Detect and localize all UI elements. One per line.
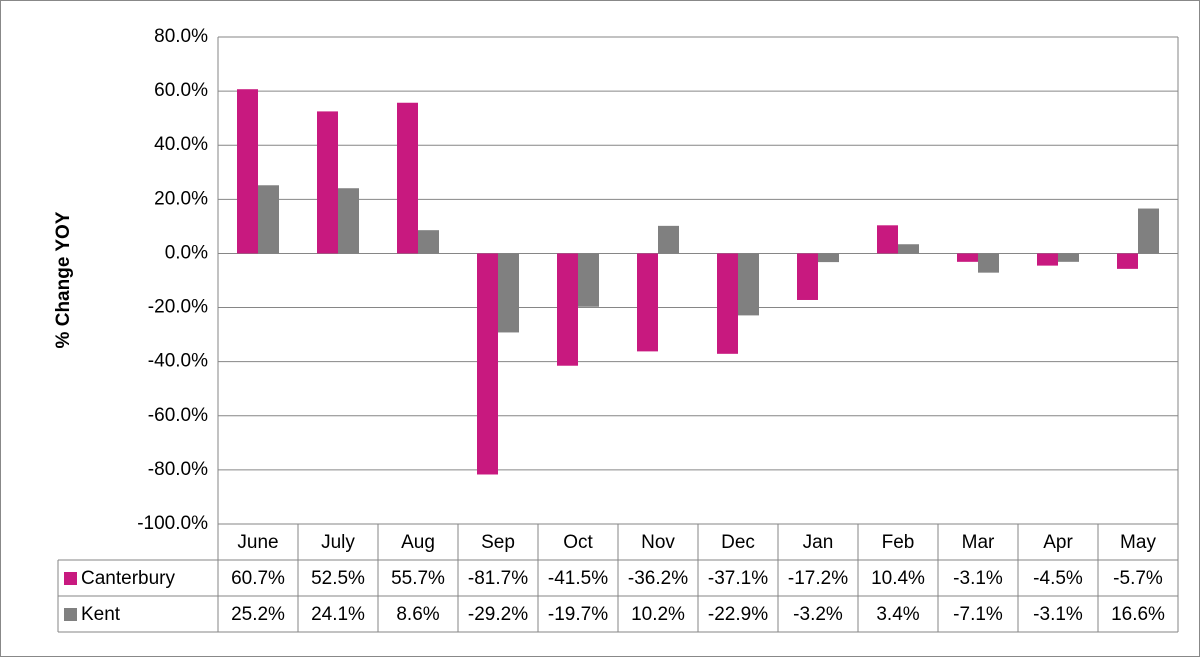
- data-label: -7.1%: [953, 604, 1003, 625]
- data-label: -22.9%: [708, 604, 768, 625]
- data-label: -3.1%: [1033, 604, 1083, 625]
- bar: [498, 253, 519, 333]
- x-tick-label: Nov: [641, 532, 675, 553]
- bar: [1058, 253, 1079, 262]
- x-tick-label: July: [321, 532, 355, 553]
- data-label: -37.1%: [708, 568, 768, 589]
- data-label: 10.2%: [631, 604, 685, 625]
- legend-key: [64, 572, 77, 585]
- bar: [397, 102, 418, 254]
- data-label: -36.2%: [628, 568, 688, 589]
- x-tick-label: Oct: [563, 532, 593, 553]
- data-label: -29.2%: [468, 604, 528, 625]
- data-label: 55.7%: [391, 568, 445, 589]
- bar: [957, 253, 978, 262]
- bar: [818, 253, 839, 263]
- data-label: 52.5%: [311, 568, 365, 589]
- y-tick-label: 0.0%: [165, 242, 208, 263]
- x-tick-label: Aug: [401, 532, 435, 553]
- x-tick-label: June: [237, 532, 278, 553]
- data-label: -3.2%: [793, 604, 843, 625]
- data-label: -17.2%: [788, 568, 848, 589]
- bar: [1138, 208, 1159, 254]
- y-tick-label: 20.0%: [154, 188, 208, 209]
- y-axis-label: % Change YOY: [53, 211, 74, 348]
- legend-key: [64, 608, 77, 621]
- bar: [898, 244, 919, 254]
- data-label: 24.1%: [311, 604, 365, 625]
- data-label: -41.5%: [548, 568, 608, 589]
- data-label: -5.7%: [1113, 568, 1163, 589]
- x-tick-label: May: [1120, 532, 1156, 553]
- data-label: 25.2%: [231, 604, 285, 625]
- x-tick-label: Dec: [721, 532, 755, 553]
- x-tick-label: Mar: [962, 532, 995, 553]
- legend-label: Canterbury: [81, 568, 175, 589]
- data-label: 3.4%: [876, 604, 919, 625]
- bar: [738, 253, 759, 316]
- legend-label: Kent: [81, 604, 121, 625]
- bar: [578, 253, 599, 307]
- y-tick-label: -20.0%: [148, 297, 208, 318]
- bar: [258, 185, 279, 254]
- data-label: 10.4%: [871, 568, 925, 589]
- x-tick-label: Apr: [1043, 532, 1073, 553]
- bar: [877, 225, 898, 254]
- bar: [978, 253, 999, 273]
- y-tick-label: 80.0%: [154, 26, 208, 47]
- bar: [557, 253, 578, 366]
- bar: [477, 253, 498, 475]
- bar: [418, 230, 439, 254]
- bar: [658, 225, 679, 254]
- bar: [717, 253, 738, 354]
- data-label: -3.1%: [953, 568, 1003, 589]
- y-tick-label: 40.0%: [154, 134, 208, 155]
- data-label: -81.7%: [468, 568, 528, 589]
- x-tick-label: Sep: [481, 532, 515, 553]
- data-label: 16.6%: [1111, 604, 1165, 625]
- bar: [637, 253, 658, 352]
- y-tick-label: 60.0%: [154, 80, 208, 101]
- bar: [797, 253, 818, 300]
- data-label: -19.7%: [548, 604, 608, 625]
- y-tick-label: -40.0%: [148, 351, 208, 372]
- bar: [338, 188, 359, 254]
- bar: [1037, 253, 1058, 266]
- x-tick-label: Jan: [803, 532, 834, 553]
- data-label: 8.6%: [396, 604, 439, 625]
- y-tick-label: -80.0%: [148, 459, 208, 480]
- bar: [317, 111, 338, 254]
- y-tick-label: -100.0%: [137, 513, 208, 534]
- y-tick-label: -60.0%: [148, 405, 208, 426]
- data-label: -4.5%: [1033, 568, 1083, 589]
- bar: [237, 89, 258, 254]
- bar: [1117, 253, 1138, 269]
- data-label: 60.7%: [231, 568, 285, 589]
- x-tick-label: Feb: [882, 532, 915, 553]
